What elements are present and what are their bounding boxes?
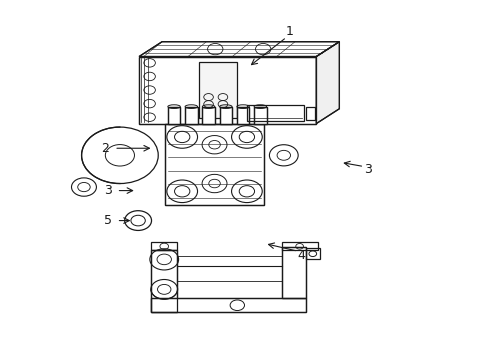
Polygon shape: [150, 298, 305, 312]
Polygon shape: [236, 107, 249, 123]
Polygon shape: [281, 247, 305, 298]
Polygon shape: [219, 107, 232, 123]
Polygon shape: [316, 42, 339, 123]
Text: 1: 1: [285, 25, 293, 38]
Text: 3: 3: [104, 184, 112, 197]
Polygon shape: [150, 250, 177, 312]
Polygon shape: [199, 62, 237, 118]
Polygon shape: [202, 107, 214, 123]
Polygon shape: [165, 123, 263, 205]
Polygon shape: [167, 107, 180, 123]
Polygon shape: [254, 107, 266, 123]
Text: 2: 2: [102, 142, 109, 155]
Text: 3: 3: [364, 163, 371, 176]
Polygon shape: [139, 57, 316, 123]
Text: 5: 5: [104, 214, 112, 227]
Polygon shape: [184, 107, 197, 123]
Text: 4: 4: [297, 249, 305, 262]
Polygon shape: [139, 42, 339, 57]
